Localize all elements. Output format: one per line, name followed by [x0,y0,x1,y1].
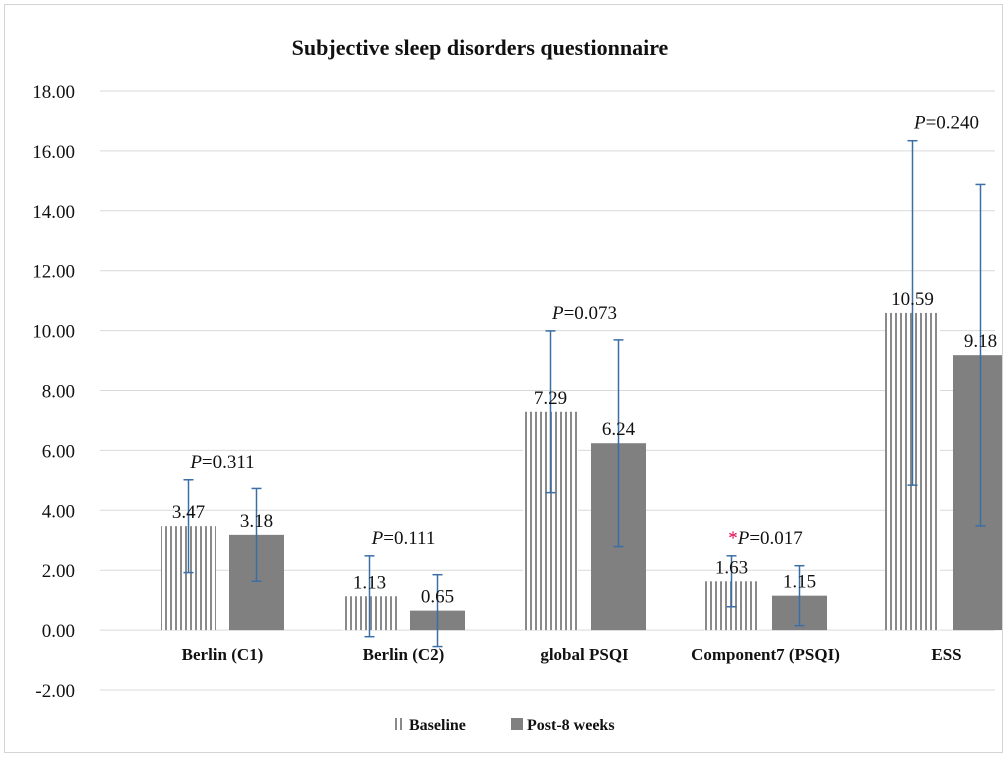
data-label: 9.18 [964,331,997,352]
x-category-label: global PSQI [540,645,629,664]
y-tick-label: 18.00 [32,82,75,103]
data-labels: 3.47 3.18P=0.3111.130.65P=0.1117.296.24P=… [172,113,997,608]
x-category-label: ESS [931,645,961,664]
legend-label: Baseline [409,717,466,734]
data-label: 1.15 [783,572,816,593]
data-label: 3.47 [172,502,205,523]
p-value: =0.073 [564,303,617,324]
y-tick-label: 8.00 [42,382,75,403]
x-category-label: Berlin (C1) [182,645,264,664]
p-letter: P [551,303,564,324]
legend: Baseline Post-8 weeks [393,717,615,734]
x-category-label: Berlin (C2) [363,645,445,664]
error-bars [183,139,986,648]
legend-swatch-post-8-weeks [511,718,523,730]
y-tick-label: 0.00 [42,621,75,642]
significance-star: * [728,528,738,549]
data-label: 7.29 [534,388,567,409]
p-value: =0.240 [926,113,979,134]
p-letter: P [371,528,384,549]
p-value-label: P=0.240 [913,113,979,134]
y-tick-label: 16.00 [32,142,75,163]
data-label: 6.24 [602,419,636,440]
data-label: 1.63 [715,557,748,578]
p-value: =0.311 [202,452,255,473]
y-tick-label: 4.00 [42,501,75,522]
chart-container: Subjective sleep disorders questionnaire… [4,4,1003,753]
data-label: 1.13 [353,572,386,593]
p-value-label: P=0.073 [551,303,617,324]
bars [161,312,1002,631]
y-tick-label: 2.00 [42,561,75,582]
p-value-label: *P=0.017 [728,528,803,549]
x-axis-categories: Berlin (C1) Berlin (C2) global PSQI Compone… [182,645,962,664]
data-label: 3.18 [240,511,273,532]
y-axis-ticks: 18.00 16.00 14.00 12.00 10.00 8.00 6.00 4.00 2.0… [32,82,75,702]
p-letter: P [913,113,926,134]
p-value: =0.111 [383,528,435,549]
legend-label: Post-8 weeks [527,717,615,734]
p-value: =0.017 [749,528,802,549]
chart-title: Subjective sleep disorders questionnaire [292,35,669,60]
y-tick-label: 12.00 [32,262,75,283]
legend-swatch-baseline [393,718,405,730]
p-letter: P [189,452,202,473]
y-tick-label: 14.00 [32,202,75,223]
p-letter: P [737,528,750,549]
p-value-label: P=0.111 [371,528,436,549]
data-label: 0.65 [421,587,454,608]
p-value-label: P=0.311 [189,452,254,473]
x-category-label: Component7 (PSQI) [691,645,840,664]
bar-post-8-weeks [953,355,1002,631]
data-label: 10.59 [891,289,934,310]
y-tick-label: 10.00 [32,322,75,343]
bar-chart: Subjective sleep disorders questionnaire… [32,35,1002,734]
y-tick-label: -2.00 [35,681,75,702]
y-tick-label: 6.00 [42,441,75,462]
